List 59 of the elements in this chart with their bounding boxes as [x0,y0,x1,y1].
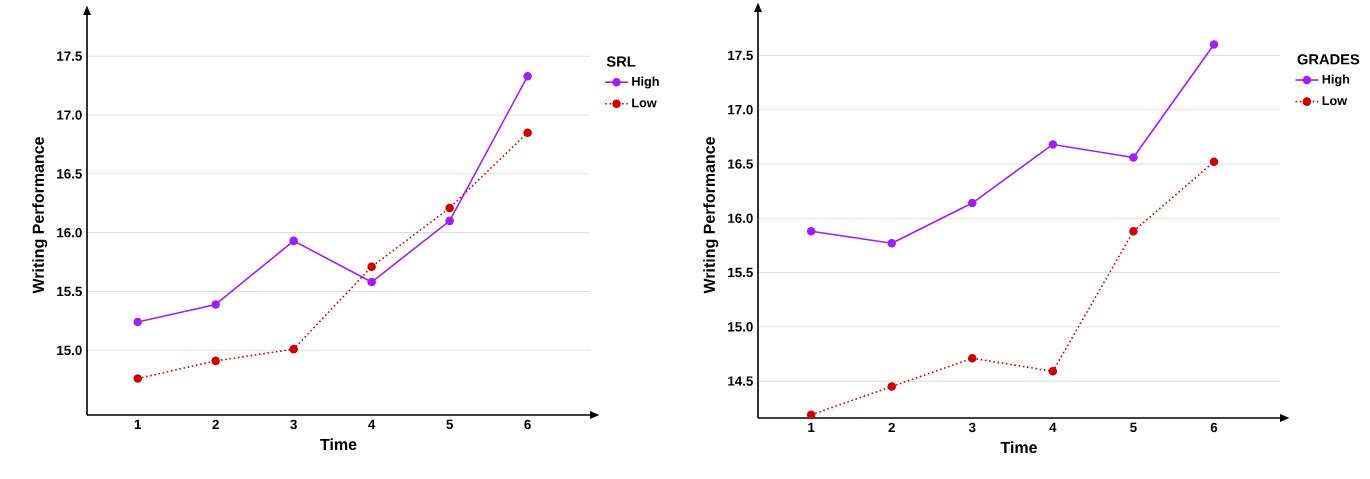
x-tick-label: 3 [968,422,976,433]
x-tick-label: 3 [290,419,297,430]
y-axis-title: Writing Performance [32,137,48,294]
x-tick-label: 6 [524,419,531,430]
legend-title: SRL [606,56,636,67]
y-tick-label: 16.5 [728,159,753,169]
y-axis-title: Writing Performance [703,137,719,294]
y-tick-label: 16.0 [57,227,82,238]
x-axis-title: Time [320,438,357,451]
x-tick-label: 4 [368,419,376,429]
legend-title: GRADES [1297,54,1360,65]
legend-label: Low [632,98,657,108]
point [806,227,816,236]
y-tick-label: 16.5 [57,169,82,179]
point [289,344,298,354]
y-tick-label: 17.5 [728,50,753,61]
point [968,354,977,363]
x-tick-label: 2 [212,419,219,430]
point [133,317,142,327]
y-tick-label: 14.5 [728,376,753,386]
y-tick-label: 17.0 [57,110,82,120]
x-tick-label: 1 [134,419,142,429]
x-tick-label: 6 [1210,422,1218,433]
point [523,71,532,81]
point [1209,157,1219,167]
x-tick-label: 4 [1049,422,1057,432]
point [806,410,816,420]
point [133,374,142,383]
legend-label: Low [1322,96,1348,106]
legend-label: High [632,76,659,89]
point [968,198,977,208]
point [1048,140,1058,149]
point [1048,367,1058,376]
y-tick-label: 16.0 [728,213,753,223]
x-tick-label: 5 [1130,422,1137,433]
point [289,236,298,246]
y-tick-label: 15.5 [57,286,82,297]
legend-label: High [1322,74,1350,87]
y-tick-label: 17.5 [57,51,82,61]
y-tick-label: 15.5 [728,267,753,278]
y-tick-label: 17.0 [728,104,753,115]
point [367,262,376,272]
point [211,300,220,309]
point [1129,227,1138,236]
point [887,382,896,391]
point [367,277,376,287]
point [445,203,454,213]
point [1129,153,1138,162]
point [445,216,454,226]
y-tick-label: 15.0 [728,322,753,332]
y-tick-label: 15.0 [57,345,82,356]
point [523,128,532,137]
x-tick-label: 1 [808,422,815,432]
x-tick-label: 2 [888,422,895,433]
point [887,238,896,248]
x-axis-title: Time [1000,441,1037,454]
point [211,356,220,366]
point [1209,40,1219,49]
x-tick-label: 5 [446,419,453,430]
